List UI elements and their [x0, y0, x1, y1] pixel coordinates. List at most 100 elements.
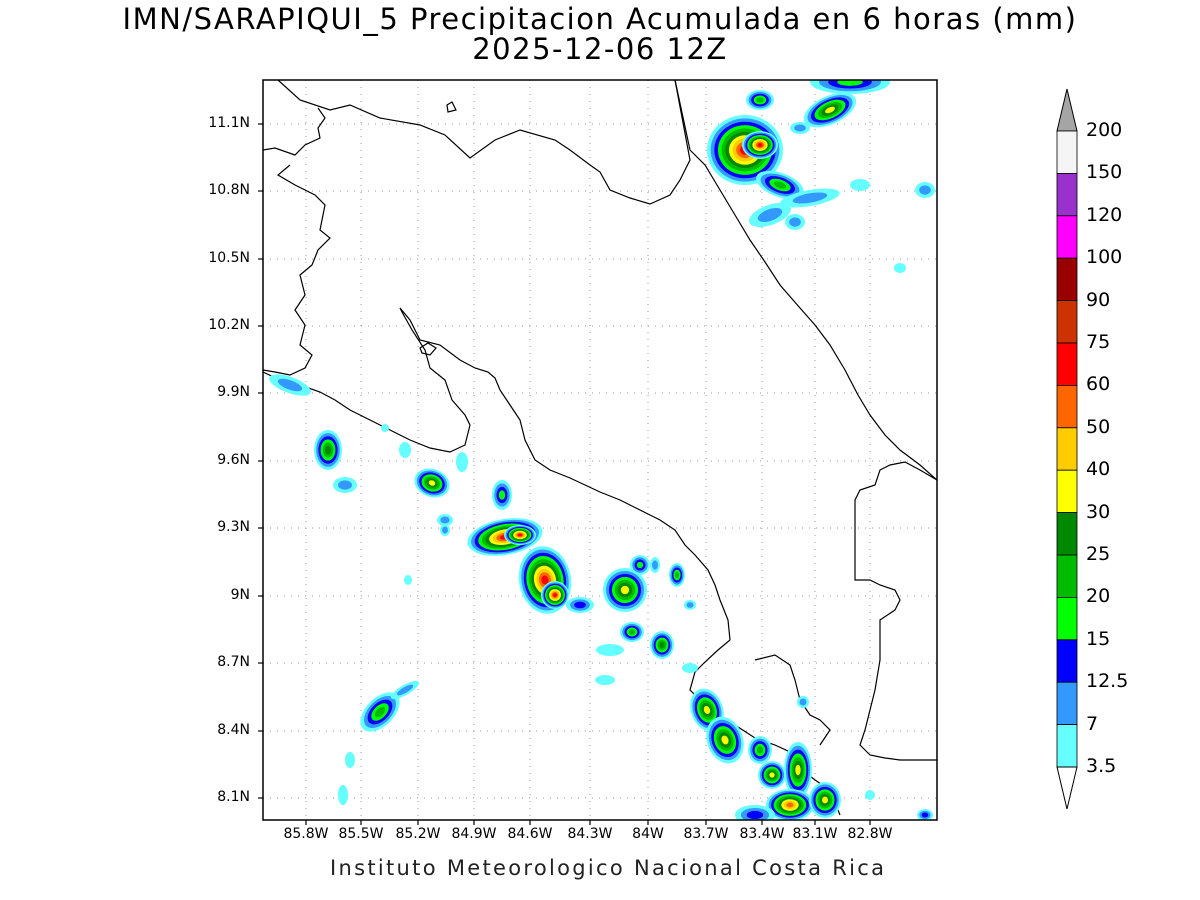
- colorbar-segment: [1056, 130, 1078, 174]
- lat-tick-label: 8.7N: [217, 654, 250, 670]
- precip-contour: [865, 790, 875, 800]
- lon-tick-label: 84W: [632, 826, 664, 842]
- colorbar-segment: [1056, 300, 1078, 344]
- precip-cell: [780, 188, 840, 208]
- lon-tick-label: 84.6W: [507, 826, 553, 842]
- lon-tick-label: 84.9W: [451, 826, 497, 842]
- colorbar-label: 7: [1086, 712, 1099, 735]
- lat-tick-label: 8.1N: [217, 789, 250, 805]
- colorbar-segment: [1056, 512, 1078, 556]
- lon-tick-label: 85.8W: [283, 826, 329, 842]
- colorbar-label: 12.5: [1086, 670, 1129, 693]
- small-isle: [446, 101, 457, 113]
- footer-credit: Instituto Meteorologico Nacional Costa R…: [330, 856, 887, 880]
- lon-tick-label: 85.5W: [338, 826, 384, 842]
- colorbar-max-arrow: [1056, 88, 1078, 132]
- precip-contour: [921, 812, 929, 818]
- precip-cell: [784, 742, 812, 798]
- precip-cell: [630, 555, 650, 575]
- colorbar-label: 120: [1086, 203, 1123, 226]
- precip-contour: [794, 124, 806, 132]
- precip-cell: [894, 263, 906, 273]
- precip-contour: [404, 575, 412, 585]
- precip-cell: [749, 202, 791, 228]
- nicoya-gulf-coast: [399, 307, 841, 816]
- precip-contour: [596, 644, 624, 656]
- precip-contour: [574, 601, 586, 609]
- lon-tick-label: 85.2W: [395, 826, 441, 842]
- precip-cell: [766, 789, 814, 820]
- precip-contour: [799, 698, 807, 706]
- precip-cell: [756, 170, 804, 200]
- precip-cell: [381, 424, 389, 432]
- precip-cell: [333, 477, 357, 493]
- precip-cell: [603, 568, 647, 612]
- precip-cell: [797, 696, 809, 708]
- precip-contour: [345, 752, 355, 768]
- colorbar-label: 150: [1086, 161, 1123, 184]
- precip-cell: [758, 761, 786, 789]
- precip-cell: [650, 631, 674, 659]
- precip-cell: [399, 442, 411, 458]
- colorbar-label: 20: [1086, 585, 1111, 608]
- precip-cell: [684, 600, 696, 610]
- precip-cell: [437, 514, 453, 526]
- precip-cell: [865, 790, 875, 800]
- precip-contour: [381, 424, 389, 432]
- colorbar-segment: [1056, 172, 1078, 217]
- precip-contour: [442, 526, 448, 534]
- precip-contour: [773, 181, 787, 189]
- precip-contour: [456, 452, 468, 472]
- lon-tick-label: 83.1W: [792, 826, 838, 842]
- grid-lines: [263, 80, 937, 820]
- precip-contour: [821, 796, 829, 804]
- precipitation-field: [269, 80, 935, 820]
- precip-contour: [682, 663, 698, 673]
- lat-tick-label: 9N: [230, 587, 250, 603]
- precip-contour: [620, 585, 630, 595]
- precip-contour: [825, 106, 835, 114]
- precip-contour: [757, 143, 763, 147]
- lat-tick-label: 9.6N: [217, 452, 250, 468]
- precip-cell: [735, 805, 775, 820]
- colorbar-segment: [1056, 681, 1078, 726]
- precip-cell: [390, 680, 420, 700]
- precip-cell: [314, 430, 342, 470]
- precip-contour: [338, 785, 348, 805]
- lat-tick-label: 10.8N: [208, 182, 250, 198]
- lon-tick-label: 82.8W: [847, 826, 893, 842]
- precip-cell: [746, 90, 774, 110]
- colorbar-label: 60: [1086, 373, 1111, 396]
- precip-cell: [748, 736, 772, 764]
- precip-contour: [769, 772, 775, 778]
- precip-cell: [790, 122, 810, 134]
- precip-contour: [686, 602, 694, 608]
- colorbar-segment: [1056, 342, 1078, 386]
- precip-contour: [396, 684, 414, 696]
- precip-contour: [703, 705, 711, 715]
- precip-cell: [810, 80, 890, 94]
- precip-cell: [850, 179, 870, 191]
- lat-tick-label: 8.4N: [217, 722, 250, 738]
- lat-tick-label: 10.5N: [208, 250, 250, 266]
- lat-tick-label: 9.9N: [217, 384, 250, 400]
- colorbar-segment: [1056, 427, 1078, 471]
- lon-tick-label: 84.3W: [567, 826, 613, 842]
- precip-contour: [795, 764, 801, 776]
- colorbar-label: 15: [1086, 627, 1111, 650]
- precip-cell: [404, 575, 412, 585]
- precip-contour: [850, 179, 870, 191]
- precip-cell: [345, 752, 355, 768]
- precip-contour: [498, 490, 506, 500]
- precip-cell: [915, 182, 935, 198]
- colorbar-label: 3.5: [1086, 755, 1117, 777]
- lat-tick-label: 9.3N: [217, 519, 250, 535]
- precip-contour: [636, 561, 644, 569]
- lat-tick-label: 11.1N: [208, 115, 250, 131]
- precip-cell: [596, 644, 624, 656]
- plot-frame: [262, 79, 938, 821]
- precip-contour: [652, 560, 658, 570]
- precip-contour: [756, 97, 764, 103]
- colorbar-min-arrow: [1056, 766, 1078, 810]
- colorbar-label: 90: [1086, 288, 1111, 311]
